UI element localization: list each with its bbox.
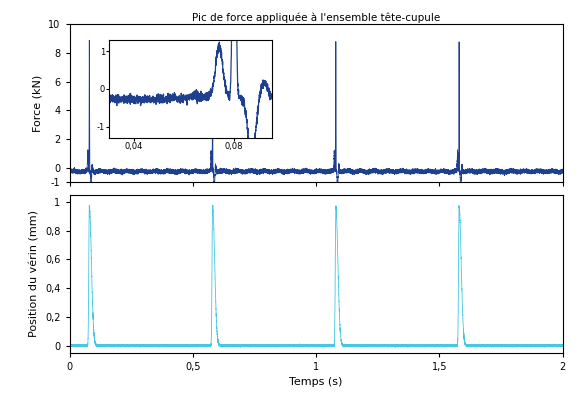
X-axis label: Temps (s): Temps (s): [289, 377, 343, 387]
Title: Pic de force appliquée à l'ensemble tête-cupule: Pic de force appliquée à l'ensemble tête…: [192, 13, 440, 23]
Y-axis label: Force (kN): Force (kN): [32, 75, 43, 132]
Y-axis label: Position du vérin (mm): Position du vérin (mm): [30, 211, 39, 337]
